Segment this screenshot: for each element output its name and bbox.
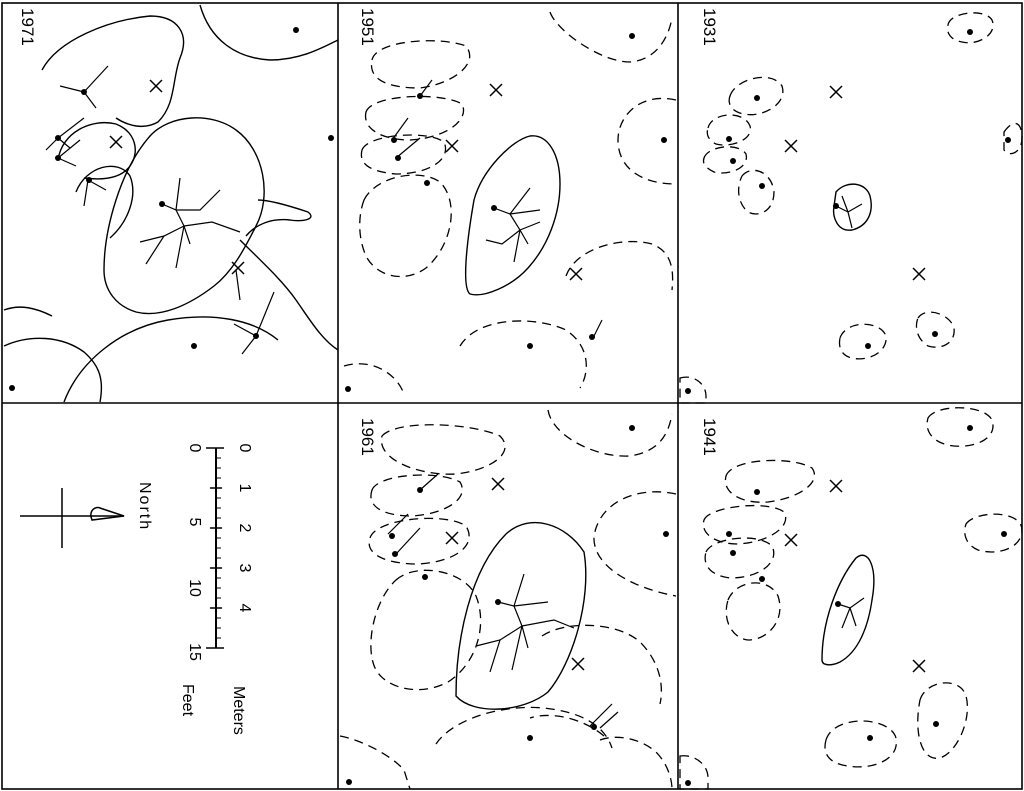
panel-1951: 1951	[343, 8, 677, 395]
panel-1971: 1971	[3, 4, 339, 403]
meter-tick-label: 3	[236, 564, 253, 573]
feet-unit-label: Feet	[179, 684, 196, 717]
meter-tick-label: 4	[236, 604, 253, 613]
panel-1961: 1961	[339, 409, 677, 790]
panel-year-label: 1971	[18, 8, 37, 46]
panel-year-label: 1951	[358, 8, 377, 46]
feet-tick-label: 10	[186, 579, 203, 597]
panel-year-label: 1931	[700, 8, 719, 46]
panel-1931: 1931	[679, 8, 1023, 404]
meters-unit-label: Meters	[230, 686, 247, 735]
meter-tick-label: 2	[236, 524, 253, 533]
north-label: North	[136, 482, 153, 531]
panel-1941: 1941	[679, 407, 1023, 790]
meter-tick-label: 1	[236, 484, 253, 493]
scale-bar: 0 1 2 3 4 0 5 10 15 Meters Feet	[179, 444, 253, 735]
arrow-head-icon	[90, 506, 125, 521]
feet-tick-label: 5	[186, 518, 203, 527]
meter-tick-label: 0	[236, 444, 253, 453]
panel-year-label: 1941	[700, 418, 719, 456]
feet-tick-label: 0	[186, 444, 203, 453]
feet-tick-label: 15	[186, 643, 203, 661]
panel-year-label: 1961	[358, 418, 377, 456]
north-arrow: North	[20, 482, 153, 548]
